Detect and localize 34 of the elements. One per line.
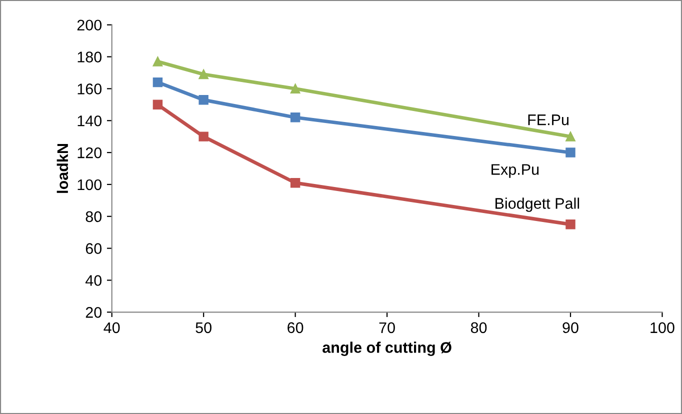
series-label: Biodgett Pall <box>496 198 580 212</box>
y-tick-label: 100 <box>78 179 102 190</box>
point <box>290 112 300 122</box>
y-tick-label: 40 <box>85 275 102 286</box>
y-tick-label: 200 <box>77 20 102 31</box>
series-label: FE.Pu <box>528 114 568 126</box>
point <box>566 148 576 158</box>
y-tick-label: 20 <box>86 307 102 318</box>
y-tick-label: 80 <box>86 211 102 222</box>
x-tick-label: 70 <box>379 322 395 334</box>
x-tick-label: 90 <box>562 322 578 334</box>
x-tick-label: 100 <box>650 322 674 334</box>
point <box>290 84 300 94</box>
point <box>566 220 576 230</box>
point <box>152 100 163 110</box>
y-tick-label: 120 <box>78 147 102 158</box>
series-label: Exp.Pu <box>492 164 539 178</box>
y-tick-label: 140 <box>78 115 102 126</box>
point <box>566 132 576 142</box>
x-axis-title: angle of cutting Ø <box>322 342 452 356</box>
point <box>152 77 163 88</box>
y-axis-title: loadkN <box>56 144 68 193</box>
point <box>290 178 300 188</box>
point <box>198 95 208 105</box>
x-tick-label: 60 <box>288 322 304 334</box>
y-tick-label: 60 <box>86 243 102 254</box>
point <box>198 69 208 80</box>
x-tick-label: 80 <box>470 322 487 334</box>
point <box>152 56 163 66</box>
y-tick-label: 180 <box>78 52 102 62</box>
x-tick-label: 50 <box>196 322 212 334</box>
point <box>198 132 208 142</box>
x-tick-label: 40 <box>104 322 120 334</box>
y-tick-label: 160 <box>78 84 102 94</box>
